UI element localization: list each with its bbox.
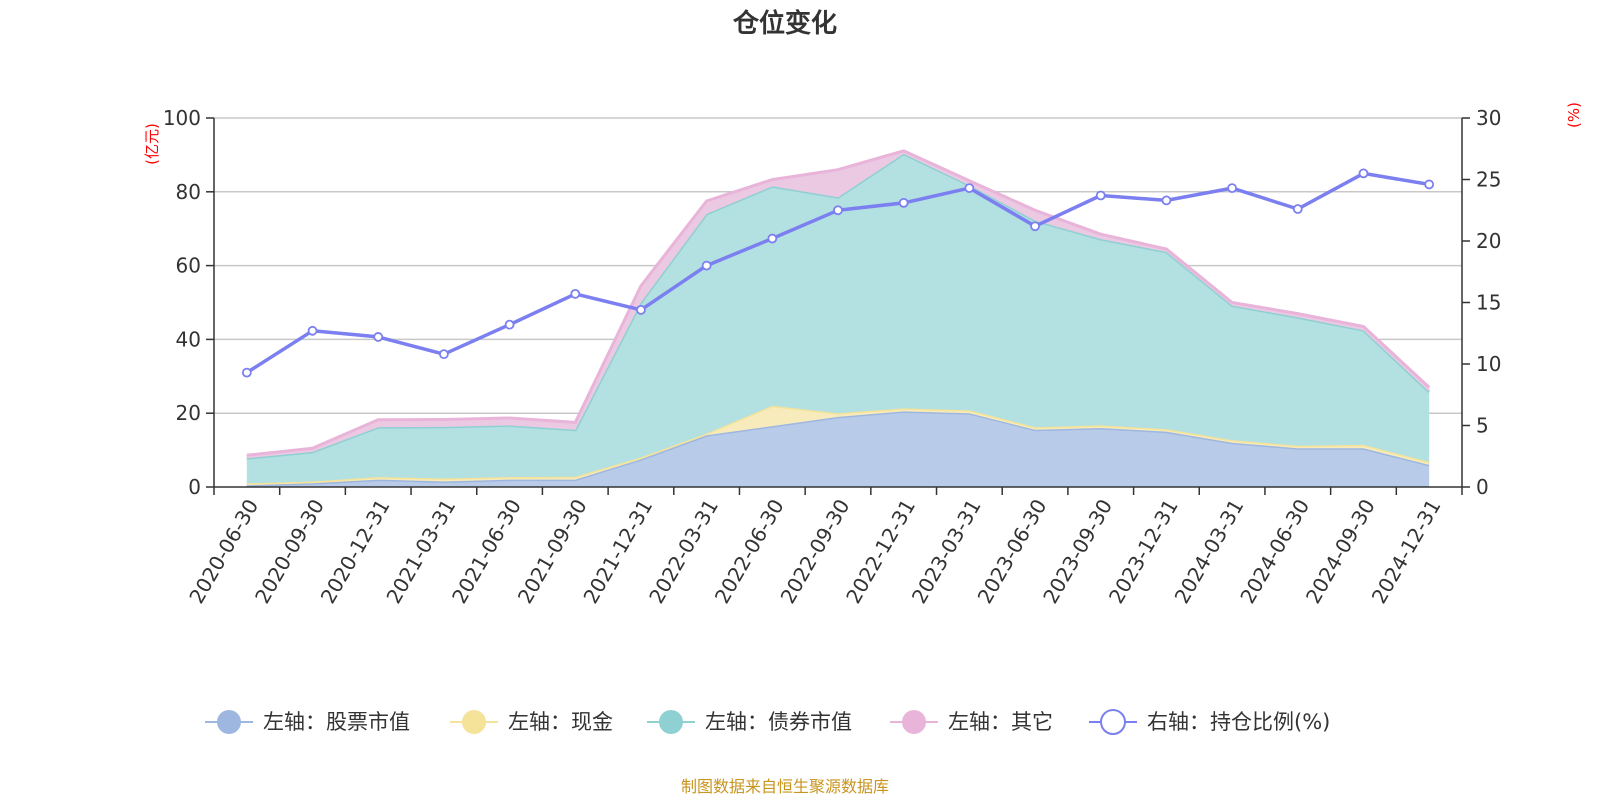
left-tick-label: 20 — [176, 401, 201, 425]
x-tick-label: 2022-12-31 — [841, 495, 920, 608]
legend-marker — [217, 710, 241, 734]
x-tick-label: 2024-03-31 — [1170, 495, 1249, 608]
ratio-point — [1292, 204, 1303, 214]
ratio-point — [307, 325, 318, 336]
footer-source: 制图数据来自恒生聚源数据库 — [681, 777, 889, 796]
right-tick-label: 10 — [1476, 352, 1501, 376]
left-axis-unit: (亿元) — [143, 123, 161, 165]
area-edge — [246, 149, 1431, 457]
left-tick-label: 40 — [176, 327, 201, 351]
legend-label: 左轴：债券市值 — [705, 710, 852, 734]
ratio-point — [964, 183, 975, 194]
legend-marker — [659, 710, 683, 734]
ratio-point — [767, 233, 778, 244]
legend-label: 左轴：股票市值 — [263, 710, 410, 734]
legend-marker — [902, 710, 926, 734]
ratio-point — [1358, 168, 1369, 179]
x-tick-label: 2021-06-30 — [447, 495, 526, 608]
holding-ratio-line — [241, 168, 1435, 378]
area-band — [246, 153, 1430, 484]
x-tick-label: 2023-12-31 — [1104, 495, 1183, 608]
x-tick-label: 2024-12-31 — [1367, 495, 1446, 608]
legend-marker — [1100, 709, 1126, 735]
right-tick-label: 25 — [1476, 168, 1501, 192]
legend-item[interactable]: 左轴：现金 — [450, 710, 613, 734]
right-tick-label: 20 — [1476, 229, 1501, 253]
x-tick-label: 2020-12-31 — [316, 495, 395, 608]
ratio-point — [1161, 195, 1172, 206]
area-band — [246, 150, 1430, 459]
ratio-point — [636, 304, 646, 315]
right-tick-label: 5 — [1476, 414, 1489, 438]
ratio-point — [898, 197, 909, 208]
chart-title: 仓位变化 — [732, 8, 837, 39]
legend-label: 右轴：持仓比例(%) — [1147, 710, 1330, 734]
left-tick-label: 60 — [176, 254, 201, 278]
ratio-point — [438, 349, 449, 360]
x-tick-label: 2022-06-30 — [710, 495, 789, 608]
ratio-point — [833, 205, 843, 216]
x-tick-label: 2020-06-30 — [184, 495, 263, 608]
ratio-point — [373, 332, 384, 342]
legend[interactable]: 左轴：股票市值 左轴：现金 左轴：债券市值 左轴：其它 右轴：持仓比例(%) — [205, 709, 1330, 735]
x-tick-label: 2024-09-30 — [1301, 495, 1380, 608]
x-tick-label: 2021-12-31 — [578, 495, 657, 608]
left-tick-label: 80 — [176, 180, 201, 204]
right-tick-label: 15 — [1476, 291, 1501, 315]
x-tick-label: 2023-06-30 — [973, 495, 1052, 608]
ratio-point — [1095, 190, 1106, 201]
left-tick-label: 0 — [188, 475, 201, 499]
x-tick-label: 2020-09-30 — [250, 495, 329, 608]
legend-item[interactable]: 左轴：债券市值 — [647, 710, 852, 734]
legend-label: 左轴：其它 — [948, 710, 1053, 734]
axes — [206, 117, 1470, 495]
x-tick-label: 2023-09-30 — [1038, 495, 1117, 608]
x-tick-label: 2021-09-30 — [513, 495, 592, 608]
right-tick-label: 30 — [1476, 106, 1501, 130]
ratio-point — [1030, 221, 1040, 232]
ratio-point — [1424, 179, 1435, 190]
legend-item[interactable]: 左轴：其它 — [890, 710, 1053, 734]
legend-marker — [462, 710, 486, 734]
right-axis-unit: (%) — [1565, 102, 1583, 128]
x-tick-label: 2024-06-30 — [1235, 495, 1314, 608]
ratio-point — [241, 367, 252, 378]
legend-label: 左轴：现金 — [508, 710, 613, 734]
x-tick-label: 2021-03-31 — [381, 495, 460, 608]
stacked-areas — [246, 149, 1431, 487]
right-tick-label: 0 — [1476, 475, 1489, 499]
ratio-point — [570, 288, 581, 299]
ratio-point — [1227, 183, 1238, 194]
legend-item[interactable]: 右轴：持仓比例(%) — [1089, 709, 1330, 735]
x-tick-label: 2023-03-31 — [907, 495, 986, 608]
left-tick-label: 100 — [163, 106, 201, 130]
ratio-point — [701, 260, 712, 271]
x-tick-label: 2022-09-30 — [775, 495, 854, 608]
legend-item[interactable]: 左轴：股票市值 — [205, 710, 410, 734]
x-tick-label: 2022-03-31 — [644, 495, 723, 608]
ratio-point — [504, 319, 515, 330]
